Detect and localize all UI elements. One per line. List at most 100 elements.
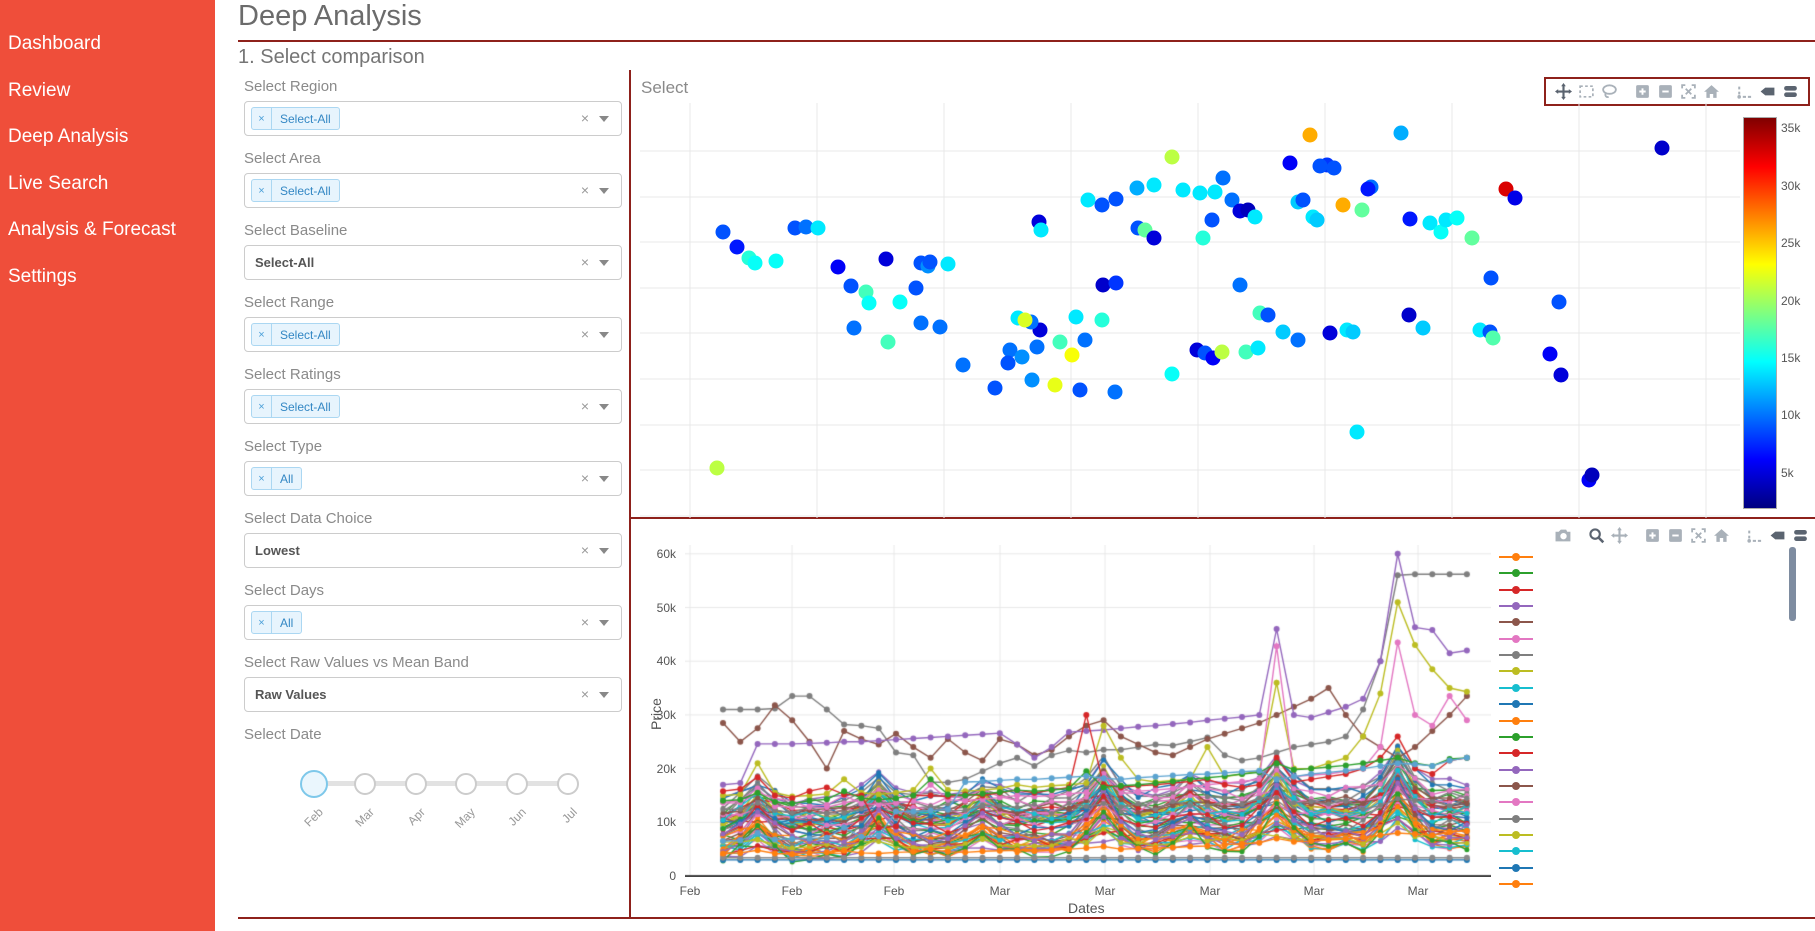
autoscale-icon[interactable]	[1680, 83, 1697, 100]
filter-select[interactable]: × All ×	[244, 461, 622, 496]
spikelines-icon[interactable]	[1746, 527, 1763, 544]
legend-item[interactable]	[1499, 598, 1533, 611]
chevron-down-icon[interactable]	[599, 188, 609, 194]
scatter-point[interactable]	[1326, 160, 1342, 176]
clear-selection-icon[interactable]: ×	[580, 110, 589, 126]
slider-handle-may[interactable]	[455, 772, 478, 795]
filter-select[interactable]: × Select-All ×	[244, 317, 622, 352]
scatter-point[interactable]	[1080, 192, 1096, 208]
slider-handle-feb[interactable]	[300, 769, 328, 798]
scatter-point[interactable]	[908, 280, 924, 296]
scatter-point[interactable]	[913, 315, 929, 331]
clear-selection-icon[interactable]: ×	[580, 614, 589, 630]
scatter-point[interactable]	[1654, 140, 1670, 156]
scatter-point[interactable]	[1095, 277, 1111, 293]
scatter-point[interactable]	[729, 239, 745, 255]
slider-handle-jul[interactable]	[557, 772, 579, 795]
scatter-point[interactable]	[787, 220, 803, 236]
scatter-point[interactable]	[1214, 344, 1230, 360]
scatter-point[interactable]	[1247, 209, 1263, 225]
scatter-point[interactable]	[932, 319, 948, 335]
scatter-point[interactable]	[1433, 224, 1449, 240]
scatter-point[interactable]	[1393, 125, 1409, 141]
sidebar-item-dashboard[interactable]: Dashboard	[8, 33, 101, 54]
scatter-point[interactable]	[1108, 191, 1124, 207]
scatter-point[interactable]	[747, 255, 763, 271]
clear-selection-icon[interactable]: ×	[580, 182, 589, 198]
chevron-down-icon[interactable]	[599, 548, 609, 554]
scatter-point[interactable]	[1195, 230, 1211, 246]
scatter-point[interactable]	[878, 251, 894, 267]
scatter-point[interactable]	[1238, 344, 1254, 360]
legend-item[interactable]	[1499, 582, 1533, 594]
chevron-down-icon[interactable]	[599, 404, 609, 410]
scatter-point[interactable]	[1553, 367, 1569, 383]
scatter-point[interactable]	[1464, 230, 1480, 246]
legend-item[interactable]	[1499, 876, 1533, 888]
filter-select[interactable]: Lowest ×	[244, 533, 622, 568]
legend-item[interactable]	[1499, 827, 1533, 839]
filter-select[interactable]: × All ×	[244, 605, 622, 640]
legend-item[interactable]	[1499, 549, 1533, 561]
zoom-out-icon[interactable]	[1657, 83, 1674, 100]
chip-remove-icon[interactable]: ×	[252, 324, 272, 345]
chevron-down-icon[interactable]	[599, 692, 609, 698]
scatter-point[interactable]	[1295, 192, 1311, 208]
scatter-point[interactable]	[1354, 202, 1370, 218]
chip-remove-icon[interactable]: ×	[252, 468, 272, 489]
sidebar-item-review[interactable]: Review	[8, 79, 71, 101]
scatter-point[interactable]	[1345, 324, 1361, 340]
scatter-point[interactable]	[1017, 312, 1033, 328]
scatter-point[interactable]	[1322, 325, 1338, 341]
clear-selection-icon[interactable]: ×	[580, 398, 589, 414]
zoom-out-icon[interactable]	[1667, 527, 1684, 544]
legend-scrollbar[interactable]	[1789, 547, 1796, 621]
scatter-point[interactable]	[955, 357, 971, 373]
legend-item[interactable]	[1499, 811, 1533, 823]
chip-remove-icon[interactable]: ×	[252, 396, 272, 417]
scatter-point[interactable]	[810, 220, 826, 236]
zoom-in-icon[interactable]	[1644, 527, 1661, 544]
scatter-point[interactable]	[1449, 210, 1465, 226]
scatter-point[interactable]	[1192, 185, 1208, 201]
scatter-point[interactable]	[1072, 382, 1088, 398]
hover-compare-icon[interactable]	[1782, 83, 1799, 100]
hover-closest-icon[interactable]	[1769, 527, 1786, 544]
hover-closest-icon[interactable]	[1759, 83, 1776, 100]
clear-selection-icon[interactable]: ×	[580, 542, 589, 558]
chevron-down-icon[interactable]	[599, 260, 609, 266]
scatter-point[interactable]	[922, 254, 938, 270]
zoom-icon[interactable]	[1588, 527, 1605, 544]
slider-handle-mar[interactable]	[353, 772, 376, 795]
legend-item[interactable]	[1499, 713, 1533, 725]
scatter-point[interactable]	[1275, 324, 1291, 340]
zoom-in-icon[interactable]	[1634, 83, 1651, 100]
scatter-point[interactable]	[1064, 347, 1080, 363]
scatter-point[interactable]	[1302, 127, 1318, 143]
scatter-point[interactable]	[1002, 342, 1018, 358]
scatter-point[interactable]	[1094, 312, 1110, 328]
legend-item[interactable]	[1499, 762, 1533, 774]
scatter-point[interactable]	[1146, 230, 1162, 246]
legend-item[interactable]	[1499, 696, 1533, 709]
chevron-down-icon[interactable]	[599, 332, 609, 338]
lasso-icon[interactable]	[1601, 83, 1618, 100]
scatter-point[interactable]	[1215, 170, 1231, 186]
slider-track[interactable]	[314, 781, 568, 786]
scatter-point[interactable]	[1483, 270, 1499, 286]
legend-item[interactable]	[1499, 794, 1533, 807]
slider-handle-jun[interactable]	[506, 772, 529, 795]
legend-item[interactable]	[1499, 565, 1533, 578]
legend-item[interactable]	[1499, 729, 1533, 741]
scatter-point[interactable]	[940, 256, 956, 272]
scatter-point[interactable]	[1146, 177, 1162, 193]
scatter-point[interactable]	[709, 460, 725, 476]
scatter-point[interactable]	[1129, 180, 1145, 196]
legend-item[interactable]	[1499, 663, 1533, 676]
scatter-point[interactable]	[1250, 340, 1266, 356]
scatter-point[interactable]	[1094, 197, 1110, 213]
scatter-point[interactable]	[843, 278, 859, 294]
scatter-point[interactable]	[1309, 212, 1325, 228]
scatter-point[interactable]	[1551, 294, 1567, 310]
filter-select[interactable]: × Select-All ×	[244, 101, 622, 136]
